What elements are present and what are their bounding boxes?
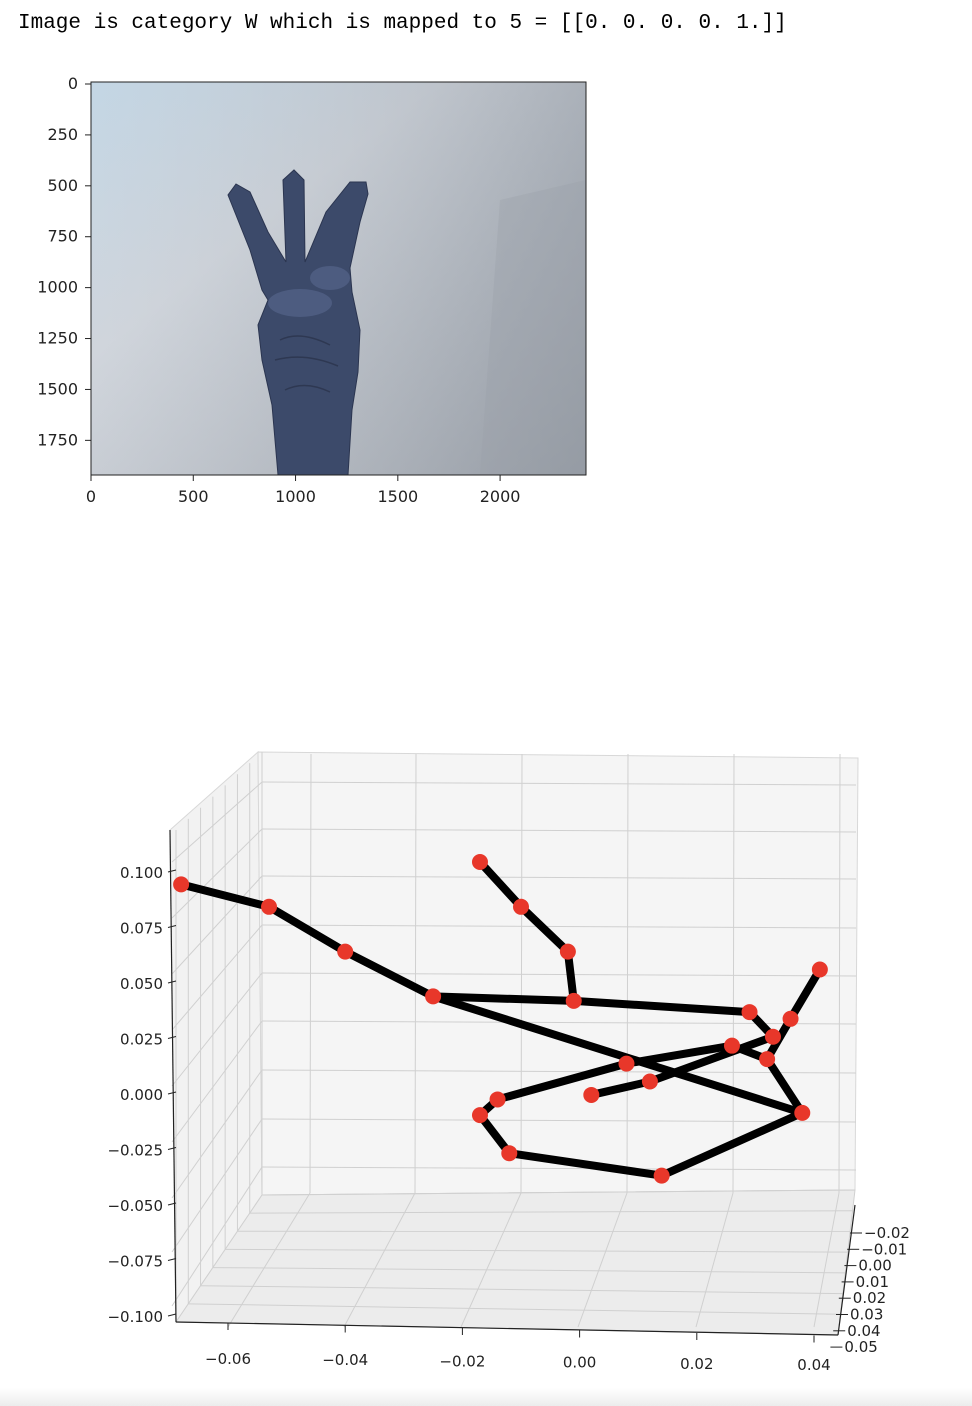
y-tick-label: 0.02 [853,1289,886,1307]
landmark-point [618,1055,635,1072]
image-x-tick-label: 0 [86,487,96,506]
landmark-point [794,1104,811,1121]
bone-segment [475,858,525,911]
y-tick-label: 0.04 [847,1322,880,1340]
image-y-tick-label: 1250 [37,329,78,348]
landmark-point [501,1145,518,1162]
x-tick-label: 0.02 [680,1355,713,1373]
landmark-point [782,1010,799,1027]
axis-ticks: 0.100 0.075 0.050 0.025 0.000 −0.025 −0.050 −0.… [107,864,909,1374]
image-x-ticks: 0 500 1000 1500 2000 [86,475,521,506]
landmark-point [811,961,828,978]
landmark-point [653,1167,670,1184]
bone-segment [763,1055,807,1117]
bone-segment [786,965,824,1023]
bone-segment [429,992,807,1117]
z-tick-label: −0.075 [107,1253,163,1271]
landmark-point [471,1107,488,1124]
landmark-point [489,1091,506,1108]
landmark-point [173,876,190,893]
z-tick-label: 0.025 [120,1031,163,1049]
bone-segment [517,902,572,956]
z-tick-label: 0.100 [120,864,163,882]
image-y-tick-label: 1500 [37,379,78,398]
z-tick-label: 0.000 [120,1086,163,1104]
landmark-point [565,992,582,1009]
bone-segment [505,1149,666,1180]
skeleton-connections [177,858,824,1180]
y-tick-label: 0.00 [858,1257,891,1275]
y-tick-label: 0.03 [850,1306,883,1324]
hand-photo [90,81,587,476]
bone-segment [645,1032,777,1086]
image-x-tick-label: 1000 [275,487,316,506]
landmark-point [337,943,354,960]
z-tick-label: −0.050 [107,1197,163,1215]
landmark-point [261,898,278,915]
z-tick-label: 0.075 [120,920,163,938]
landmark-point [741,1004,758,1021]
z-tick-label: 0.050 [120,975,163,993]
bone-segment [569,996,754,1017]
z-tick-label: −0.100 [107,1308,163,1326]
bone-segment [341,947,438,1001]
x-tick-label: −0.02 [439,1352,485,1370]
image-y-tick-label: 500 [47,176,78,195]
x-tick-label: −0.06 [205,1350,251,1368]
scroll-shadow [0,1388,972,1406]
y-tick-label: 0.05 [844,1338,877,1356]
x-tick-label: 0.00 [563,1354,596,1372]
landmark-point [513,898,529,915]
y-tick-label: −0.01 [861,1240,907,1258]
landmark-point [425,988,442,1005]
image-plot: 0 500 1000 1500 2000 0 250 500 750 1000 1250 1500 1… [37,74,587,506]
axis-lines [169,829,856,1336]
bone-segment [587,1077,654,1099]
image-y-tick-label: 1750 [37,430,78,449]
cell-output-text: Image is category W which is mapped to 5… [18,12,787,35]
bone-segment [475,1111,514,1158]
landmark-point [764,1028,781,1045]
landmark-points [173,854,828,1184]
bone-segment [657,1108,807,1180]
image-y-tick-label: 750 [47,227,78,246]
y-tick-label: 0.01 [856,1273,889,1291]
bone-segment [563,947,578,1005]
image-x-tick-label: 2000 [480,487,521,506]
landmark-point [759,1051,776,1068]
x-tick-label: −0.04 [322,1351,368,1369]
landmark-point [723,1037,740,1054]
landmark-point [583,1086,600,1103]
bone-segment [177,880,274,911]
image-x-tick-label: 1500 [377,487,418,506]
bone-segment [493,1059,631,1104]
y-tick-label: −0.02 [864,1224,910,1242]
image-y-ticks: 0 250 500 750 1000 1250 1500 1750 [37,74,91,449]
landmark-point [471,854,488,870]
landmark-point [559,943,576,960]
x-tick-label: 0.04 [797,1356,830,1374]
grid-lines [171,752,857,1336]
image-y-tick-label: 0 [68,74,78,93]
image-y-tick-label: 250 [47,125,78,144]
bone-segment [429,992,578,1005]
landmark-point [641,1073,658,1090]
bone-segment [265,902,350,956]
image-y-tick-label: 1000 [37,278,78,297]
bone-segment [622,1041,736,1068]
z-tick-label: −0.025 [107,1142,163,1160]
image-x-tick-label: 500 [178,487,209,506]
